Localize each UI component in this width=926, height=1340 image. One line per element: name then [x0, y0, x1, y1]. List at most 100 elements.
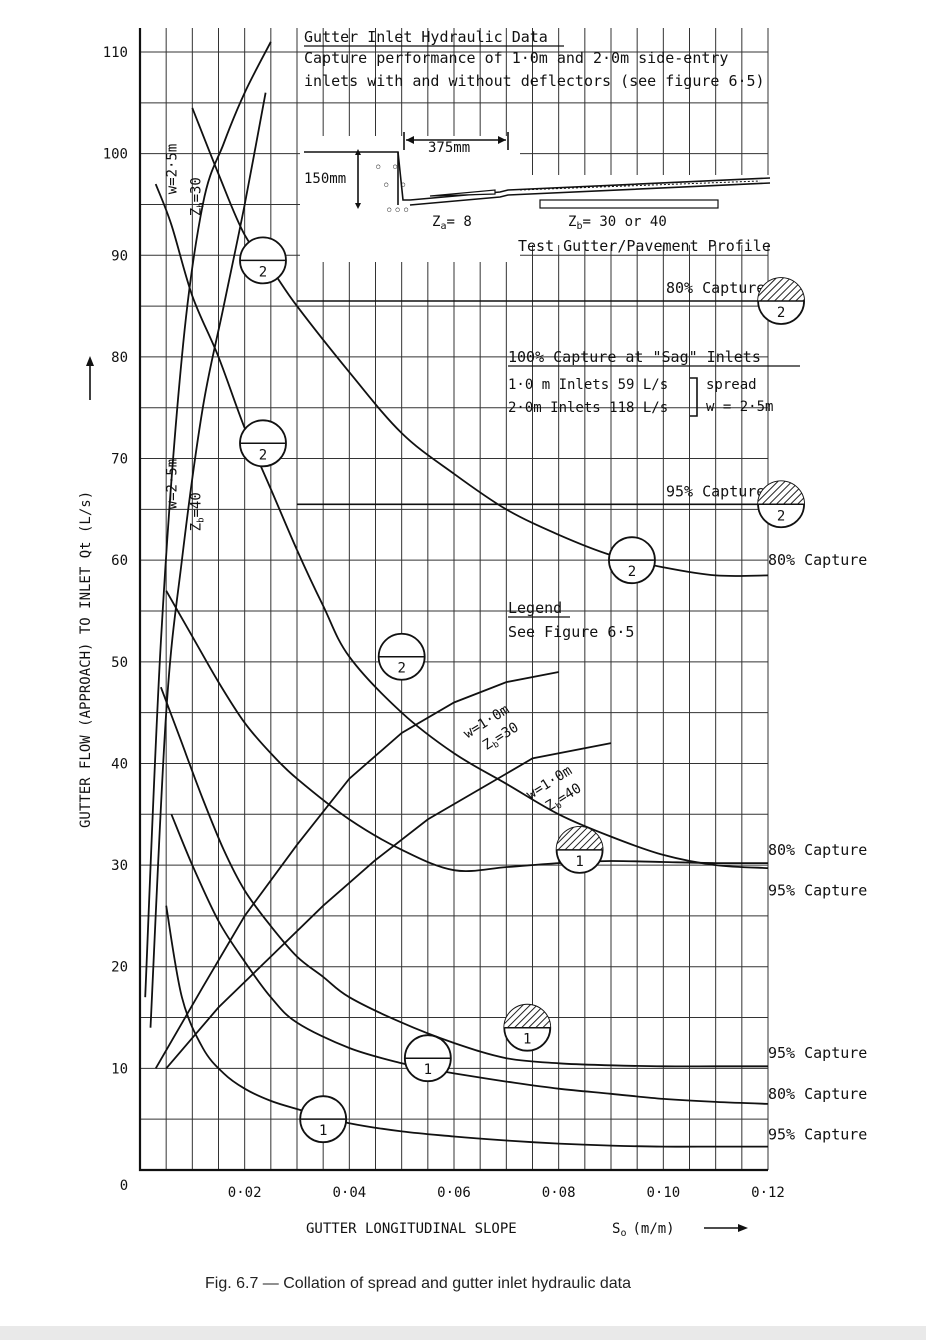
inlet-marker: 2	[239, 419, 287, 468]
series-line	[160, 686, 768, 1068]
marker-number: 2	[397, 661, 405, 677]
figure-caption: Fig. 6.7 — Collation of spread and gutte…	[205, 1275, 631, 1292]
steep-label-w: w=2·5m	[165, 144, 181, 195]
legend-text: See Figure 6·5	[508, 623, 634, 641]
y-tick-label: 10	[111, 1061, 128, 1077]
inlet-marker: 1	[403, 1034, 452, 1083]
svg-text:◦◦◦: ◦◦◦	[385, 203, 410, 219]
marker-hatch	[504, 1004, 551, 1028]
right-capture-label: 80% Capture	[768, 551, 867, 569]
inlet-markers: 2 2 2 2 2 2 1 1 1 1	[239, 236, 805, 1144]
marker-number: 1	[424, 1062, 432, 1078]
inlet-marker: 2	[377, 632, 426, 681]
x-axis-unit: (m/m)	[632, 1221, 674, 1237]
svg-text:◦ ◦: ◦ ◦	[374, 160, 399, 176]
series-line	[170, 813, 769, 1105]
right-capture-label: 80% Capture	[768, 1085, 867, 1103]
series-line	[144, 41, 272, 998]
x-axis-symbol: So (m/m)	[612, 1221, 675, 1239]
marker-hatch	[758, 278, 805, 302]
sag-w: w = 2·5m	[706, 399, 773, 415]
svg-text:Za= 8: Za= 8	[432, 214, 472, 232]
zb-symbol: Z	[568, 214, 576, 230]
capture-line-label: 80% Capture	[666, 279, 765, 297]
y-tick-label: 80	[111, 350, 128, 366]
inlet-marker: 2	[757, 277, 805, 325]
series-line	[154, 671, 559, 1069]
inlet-marker: 1	[503, 1003, 552, 1052]
za-symbol: Z	[432, 214, 440, 230]
za-sub: a	[440, 221, 446, 232]
sag-spread: spread	[706, 377, 757, 393]
inset-title: Gutter Inlet Hydraulic Data	[304, 28, 548, 46]
inset-desc-2: inlets with and without deflectors (see …	[304, 72, 765, 90]
x-tick-label: 0·12	[751, 1185, 785, 1201]
y-tick-label: 40	[111, 756, 128, 772]
marker-number: 2	[259, 264, 267, 280]
steep-label-w: w=2·5m	[165, 459, 181, 510]
x-axis-symbol-sub: o	[620, 1228, 626, 1239]
series-line	[165, 905, 768, 1148]
y-tick-label: 110	[103, 45, 128, 61]
dim-150: 150mm	[304, 171, 346, 187]
legend-title: Legend	[508, 599, 562, 617]
svg-text:◦ ◦: ◦ ◦	[382, 178, 407, 194]
profile-label: Test Gutter/Pavement Profile	[518, 237, 771, 255]
marker-number: 1	[523, 1032, 531, 1048]
sag-row-2: 2·0m Inlets 118 L/s	[508, 400, 668, 416]
x-tick-label: 0·08	[542, 1185, 576, 1201]
x-axis-symbol-main: S	[612, 1221, 620, 1237]
y-tick-label: 70	[111, 452, 128, 468]
x-tick-label: 0·10	[646, 1185, 680, 1201]
dim-375: 375mm	[428, 140, 470, 156]
za-value: = 8	[446, 214, 471, 230]
y-axis-label: GUTTER FLOW (APPROACH) TO INLET Qt (L/s)	[78, 491, 94, 828]
origin-label: 0	[120, 1178, 128, 1194]
data-series	[144, 41, 769, 1148]
capture-line-label: 95% Capture	[666, 482, 765, 500]
x-tick-label: 0·04	[332, 1185, 366, 1201]
marker-number: 2	[777, 508, 785, 524]
series-line	[149, 92, 267, 1028]
sag-row-1: 1·0 m Inlets 59 L/s	[508, 377, 668, 393]
marker-number: 2	[628, 564, 636, 580]
marker-hatch	[556, 826, 603, 850]
y-tick-label: 30	[111, 858, 128, 874]
marker-number: 1	[575, 854, 583, 870]
marker-hatch	[758, 481, 805, 505]
x-tick-label: 0·02	[228, 1185, 262, 1201]
marker-number: 1	[319, 1123, 327, 1139]
steep-curve-label: w=2·5m Zb=40	[165, 459, 207, 532]
axis-lines	[138, 28, 768, 1172]
capture-lines: 80% Capture 95% Capture	[297, 279, 774, 506]
svg-text:Zb= 30 or 40: Zb= 30 or 40	[568, 214, 667, 232]
x-axis-label: GUTTER LONGITUDINAL SLOPE	[306, 1221, 517, 1237]
y-tick-label: 20	[111, 960, 128, 976]
series-line	[154, 183, 769, 869]
series-line	[165, 742, 612, 1069]
sag-title: 100% Capture at "Sag" Inlets	[508, 348, 761, 366]
y-tick-label: 50	[111, 655, 128, 671]
series-line	[165, 590, 769, 873]
marker-number: 2	[777, 305, 785, 321]
right-capture-label: 95% Capture	[768, 1125, 867, 1143]
zb-sub: b	[576, 221, 582, 232]
steep-curve-label: w=2·5m Zb=30	[165, 144, 207, 217]
bottom-bar	[0, 1326, 926, 1340]
inlet-marker: 1	[299, 1095, 348, 1144]
y-tick-label: 60	[111, 553, 128, 569]
inlet-marker: 2	[608, 536, 656, 585]
y-tick-label: 100	[103, 147, 128, 163]
annotations: Gutter Inlet Hydraulic Data Capture perf…	[78, 28, 800, 1292]
inlet-marker: 2	[239, 236, 287, 285]
y-tick-label: 90	[111, 248, 128, 264]
steep-label-z: Zb=30	[189, 177, 207, 216]
right-capture-label: 95% Capture	[768, 1044, 867, 1062]
marker-number: 2	[259, 447, 267, 463]
zb-value: = 30 or 40	[582, 214, 666, 230]
chart-axes	[138, 28, 768, 1172]
right-capture-label: 95% Capture	[768, 882, 867, 900]
steep-label-z: Zb=40	[189, 492, 207, 531]
